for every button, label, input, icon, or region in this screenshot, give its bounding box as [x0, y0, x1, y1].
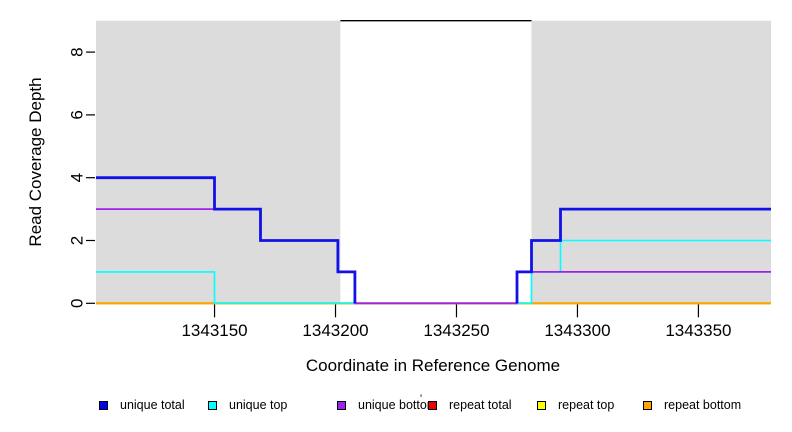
legend-label: repeat bottom [664, 398, 742, 412]
mappable-regions [96, 20, 771, 304]
x-axis-title: Coordinate in Reference Genome [305, 356, 561, 375]
y-tick-label: 2 [68, 236, 87, 245]
legend-item-unique-bottom: unique bottom [337, 399, 437, 411]
mappable-left [96, 20, 341, 304]
x-tick-label: 1343250 [423, 321, 489, 340]
legend-swatch-unique-bottom-icon [337, 400, 346, 410]
series-line-unique-top [96, 239, 771, 305]
legend-item-unique-top: unique top [208, 399, 287, 411]
y-tick-label: 6 [68, 110, 87, 119]
legend-swatch-repeat-bottom-icon [643, 400, 652, 410]
x-axis-ticks: 1343150 1343200 1343250 1343300 1343350 [181, 304, 732, 340]
legend-item-repeat-top: repeat top [537, 399, 614, 411]
y-tick-label: 4 [68, 173, 87, 182]
legend-swatch-repeat-total-icon [428, 400, 437, 410]
y-axis-ticks: 0 2 4 6 8 [68, 47, 95, 308]
series-line-unique-total [515, 207, 771, 304]
x-tick-label: 1343300 [544, 321, 610, 340]
legend-label: unique total [120, 398, 185, 412]
x-tick-label: 1343200 [302, 321, 368, 340]
legend-label: unique bottom [358, 398, 438, 412]
y-tick-label: 0 [68, 299, 87, 308]
legend-swatch-unique-total-icon [99, 400, 108, 410]
x-tick-label: 1343350 [665, 321, 731, 340]
stray-mark: ' [420, 393, 423, 405]
legend-item-unique-total: unique total [99, 399, 185, 411]
legend-label: unique top [229, 398, 288, 412]
legend-swatch-unique-top-icon [208, 400, 217, 410]
legend-label: repeat total [449, 398, 512, 412]
mappable-right [531, 20, 771, 304]
legend-item-repeat-bottom: repeat bottom [643, 399, 741, 411]
legend-label: repeat top [558, 398, 615, 412]
series-line-unique-total [96, 176, 357, 304]
y-tick-label: 8 [68, 47, 87, 56]
x-tick-label: 1343150 [181, 321, 247, 340]
legend-swatch-repeat-top-icon [537, 400, 546, 410]
legend-item-repeat-total: repeat total [428, 399, 512, 411]
coverage-series [96, 176, 771, 305]
